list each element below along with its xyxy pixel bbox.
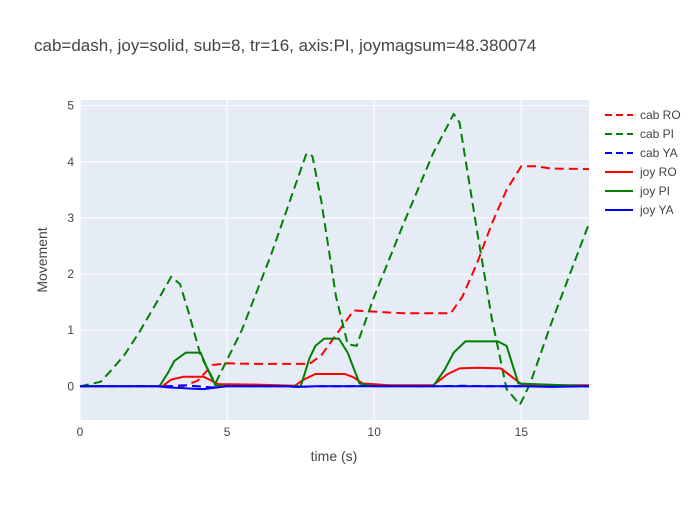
legend-label: joy RO [639,165,677,179]
series-line-cab-ro [80,165,590,388]
x-axis-title: time (s) [311,448,358,464]
legend-item[interactable]: joy RO [605,165,677,179]
y-tick-label: 2 [67,267,74,281]
x-tick-label: 0 [77,425,84,439]
legend-label: cab RO [640,108,681,122]
x-tick-label: 5 [224,425,231,439]
series-line-joy-ro [80,366,589,388]
series-line-cab-pi [79,113,590,406]
legend-label: joy YA [639,203,674,217]
plot-background [80,100,589,420]
series-line-joy-ya [80,385,590,391]
y-axis-title: Movement [34,227,50,292]
legend-label: joy PI [639,184,670,198]
series-line-joy-pi [80,337,590,388]
legend[interactable]: cab RO cab PI cab YA joy RO joy PI joy YA [605,108,681,217]
x-tick-label: 15 [515,425,529,439]
legend-item[interactable]: cab YA [605,146,678,160]
series-layer [79,113,590,406]
legend-item[interactable]: joy PI [605,184,670,198]
legend-label: cab YA [640,146,678,160]
chart-title: cab=dash, joy=solid, sub=8, tr=16, axis:… [34,36,536,55]
y-tick-label: 4 [67,155,74,169]
y-tick-label: 0 [67,379,74,393]
tick-labels: 0 5 10 15 0 1 2 3 4 5 [67,99,528,439]
legend-item[interactable]: joy YA [605,203,674,217]
y-tick-label: 5 [67,99,74,113]
x-tick-label: 10 [368,425,382,439]
legend-item[interactable]: cab PI [605,127,674,141]
y-tick-label: 3 [67,211,74,225]
y-tick-label: 1 [67,323,74,337]
legend-label: cab PI [640,127,674,141]
legend-item[interactable]: cab RO [605,108,681,122]
